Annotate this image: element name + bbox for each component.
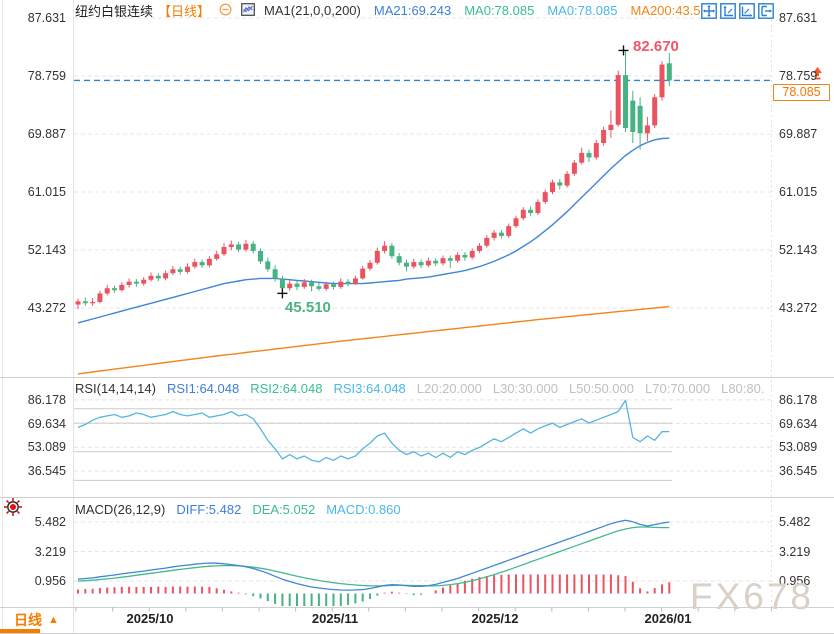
ma-readout-1: MA21:69.243: [373, 3, 452, 18]
macd-header: MACD(26,12,9) DIFF:5.482 DEA:5.052 MACD:0.8…: [75, 502, 403, 517]
macd-readout-3: MACD:0.860: [326, 502, 401, 517]
rsi-header: RSI(14,14,14) RSI1:64.048 RSI2:64.048 RSI3:…: [75, 381, 766, 396]
macd-readout-2: DEA:5.052: [252, 502, 316, 517]
macd-axis-label-left-0: 5.482: [34, 515, 66, 529]
macd-axis-label-left-2: 0.956: [34, 574, 66, 589]
y-axis-scale-icon[interactable]: [720, 3, 736, 19]
rsi-axis-label-left-2: 53.089: [27, 440, 66, 455]
macd-axis-label-left-1: 3.219: [34, 544, 66, 559]
macd-axis-label-right-0: 5.482: [779, 515, 811, 529]
main-axis-label-right-0: 87.631: [779, 11, 818, 25]
rsi-readout-3: RSI3:64.048: [333, 381, 406, 396]
rsi-readout-2: RSI2:64.048: [250, 381, 323, 396]
chart-toolbar: [701, 3, 774, 19]
main-axis-label-left-2: 69.887: [27, 127, 66, 141]
collapse-indicator-icon[interactable]: [219, 3, 232, 19]
main-axis-label-left-3: 61.015: [27, 185, 66, 199]
rsi-axis-label-right-0: 86.178: [779, 392, 818, 407]
indicator-settings-icon[interactable]: [241, 2, 255, 19]
macd-axis-label-right-1: 3.219: [779, 544, 811, 559]
macd-axis-label-right-2: 0.956: [779, 574, 811, 589]
rsi-readout-7: L70:70.000: [645, 381, 711, 396]
live-blink-icon: [4, 498, 22, 516]
main-axis-label-left-5: 43.272: [27, 301, 66, 316]
rsi-readout-5: L30:30.000: [492, 381, 558, 396]
x-axis-month-3: 2026/01: [644, 611, 692, 626]
rsi-readout-1: RSI1:64.048: [166, 381, 240, 396]
main-axis-label-right-5: 43.272: [779, 301, 818, 316]
x-axis-scale-icon[interactable]: [739, 3, 755, 19]
rsi-axis-label-left-1: 69.634: [27, 416, 66, 431]
rsi-readout-8: L80:80.: [721, 381, 765, 396]
macd-readout-1: DIFF:5.482: [176, 502, 242, 517]
ma-readout-4: MA200:43.5: [630, 3, 701, 18]
active-tab-underline: [0, 629, 40, 633]
low-price-annotation: 45.510: [285, 299, 331, 316]
rsi-axis-label-right-3: 36.545: [779, 464, 818, 478]
instrument-title: 纽约白银连续: [75, 4, 154, 19]
ma-readout-0: MA1(21,0,0,200): [264, 3, 361, 18]
x-axis-month-1: 2025/11: [311, 611, 359, 626]
macd-readout-0: MACD(26,12,9): [75, 502, 166, 517]
rsi-readout-4: L20:20.000: [416, 381, 482, 396]
interval-tab-arrow-icon: ▲: [48, 614, 59, 626]
interval-tab-daily[interactable]: 日线 ▲: [14, 610, 59, 630]
rsi-readout-0: RSI(14,14,14): [75, 381, 156, 396]
main-axis-label-right-3: 61.015: [779, 185, 818, 199]
x-axis-month-0: 2025/10: [126, 611, 174, 626]
period-tag: 【日线】: [158, 4, 211, 19]
interval-tab-label: 日线: [14, 612, 42, 628]
x-axis-month-2: 2025/12: [471, 611, 519, 626]
main-axis-label-right-1: 78.759: [779, 69, 818, 83]
export-chart-icon[interactable]: [758, 3, 774, 19]
ma-readouts: MA1(21,0,0,200) MA21:69.243 MA0:78.085 MA0:…: [264, 3, 703, 18]
rsi-axis-label-right-1: 69.634: [779, 416, 818, 431]
main-axis-label-right-2: 69.887: [779, 127, 818, 141]
ma-readout-3: MA0:78.085: [547, 3, 618, 18]
rsi-axis-label-right-2: 53.089: [779, 440, 818, 455]
main-axis-label-right-4: 52.143: [779, 243, 818, 258]
trend-up-arrow-icon: [813, 67, 822, 80]
rsi-readout-6: L50:50.000: [568, 381, 635, 396]
rsi-axis-label-left-3: 36.545: [27, 464, 66, 478]
main-axis-label-left-4: 52.143: [27, 243, 66, 258]
watermark: FX678: [690, 576, 815, 617]
main-axis-label-left-1: 78.759: [27, 69, 66, 83]
ma-readout-2: MA0:78.085: [464, 3, 535, 18]
rsi-axis-label-left-0: 86.178: [27, 392, 66, 407]
main-header: 纽约白银连续 【日线】 MA1(21,0,0,200) MA21:69.243 MA…: [75, 1, 703, 20]
main-axis-label-left-0: 87.631: [27, 11, 66, 25]
pan-tool-icon[interactable]: [701, 3, 717, 19]
high-price-annotation: 82.670: [633, 38, 679, 55]
current-price-box: 78.085: [773, 84, 830, 101]
